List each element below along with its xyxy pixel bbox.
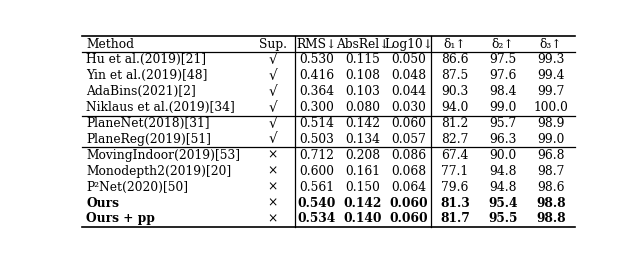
Text: Niklaus et al.(2019)[34]: Niklaus et al.(2019)[34]	[86, 101, 235, 114]
Text: 99.4: 99.4	[537, 69, 564, 82]
Text: Ours: Ours	[86, 197, 120, 210]
Text: 0.030: 0.030	[391, 101, 426, 114]
Text: 98.6: 98.6	[537, 181, 564, 194]
Text: MovingIndoor(2019)[53]: MovingIndoor(2019)[53]	[86, 149, 241, 162]
Text: 0.600: 0.600	[300, 165, 334, 178]
Text: ×: ×	[268, 181, 278, 194]
Text: 0.140: 0.140	[344, 212, 382, 226]
Text: 0.050: 0.050	[391, 53, 426, 66]
Text: 0.364: 0.364	[299, 85, 334, 98]
Text: 0.416: 0.416	[299, 69, 334, 82]
Text: 81.7: 81.7	[440, 212, 470, 226]
Text: 0.108: 0.108	[345, 69, 380, 82]
Text: δ₂↑: δ₂↑	[492, 38, 515, 51]
Text: 90.3: 90.3	[442, 85, 468, 98]
Text: 98.8: 98.8	[536, 212, 566, 226]
Text: Sup.: Sup.	[259, 38, 287, 51]
Text: √: √	[268, 117, 277, 131]
Text: 0.712: 0.712	[300, 149, 334, 162]
Text: 86.6: 86.6	[441, 53, 468, 66]
Text: 0.064: 0.064	[391, 181, 426, 194]
Text: AbsRel↓: AbsRel↓	[336, 38, 389, 51]
Text: 95.4: 95.4	[488, 197, 518, 210]
Text: 0.503: 0.503	[300, 133, 334, 146]
Text: 100.0: 100.0	[534, 101, 568, 114]
Text: 0.530: 0.530	[300, 53, 334, 66]
Text: 87.5: 87.5	[442, 69, 468, 82]
Text: Method: Method	[86, 38, 134, 51]
Text: √: √	[268, 101, 277, 115]
Text: AdaBins(2021)[2]: AdaBins(2021)[2]	[86, 85, 196, 98]
Text: 0.057: 0.057	[391, 133, 426, 146]
Text: √: √	[268, 53, 277, 67]
Text: √: √	[268, 132, 277, 146]
Text: Log10↓: Log10↓	[384, 38, 433, 51]
Text: 0.540: 0.540	[298, 197, 336, 210]
Text: δ₃↑: δ₃↑	[540, 38, 563, 51]
Text: P²Net(2020)[50]: P²Net(2020)[50]	[86, 181, 188, 194]
Text: 0.060: 0.060	[391, 117, 426, 130]
Text: 96.3: 96.3	[490, 133, 516, 146]
Text: 95.7: 95.7	[490, 117, 516, 130]
Text: 96.8: 96.8	[537, 149, 564, 162]
Text: 0.115: 0.115	[345, 53, 380, 66]
Text: 0.161: 0.161	[345, 165, 380, 178]
Text: 98.8: 98.8	[536, 197, 566, 210]
Text: 0.142: 0.142	[345, 117, 380, 130]
Text: 99.0: 99.0	[538, 133, 564, 146]
Text: Hu et al.(2019)[21]: Hu et al.(2019)[21]	[86, 53, 207, 66]
Text: 0.060: 0.060	[390, 212, 428, 226]
Text: 0.060: 0.060	[390, 197, 428, 210]
Text: ×: ×	[268, 149, 278, 162]
Text: 0.103: 0.103	[345, 85, 380, 98]
Text: 0.086: 0.086	[391, 149, 426, 162]
Text: 0.044: 0.044	[391, 85, 426, 98]
Text: Ours + pp: Ours + pp	[86, 212, 156, 226]
Text: 0.134: 0.134	[345, 133, 380, 146]
Text: RMS↓: RMS↓	[296, 38, 337, 51]
Text: 94.0: 94.0	[441, 101, 468, 114]
Text: 94.8: 94.8	[489, 165, 516, 178]
Text: 82.7: 82.7	[441, 133, 468, 146]
Text: 0.561: 0.561	[300, 181, 334, 194]
Text: Yin et al.(2019)[48]: Yin et al.(2019)[48]	[86, 69, 208, 82]
Text: 0.514: 0.514	[300, 117, 334, 130]
Text: Monodepth2(2019)[20]: Monodepth2(2019)[20]	[86, 165, 232, 178]
Text: 97.5: 97.5	[490, 53, 516, 66]
Text: 94.8: 94.8	[489, 181, 516, 194]
Text: 0.068: 0.068	[391, 165, 426, 178]
Text: 77.1: 77.1	[442, 165, 468, 178]
Text: 99.3: 99.3	[538, 53, 564, 66]
Text: 0.300: 0.300	[300, 101, 334, 114]
Text: 95.5: 95.5	[488, 212, 518, 226]
Text: 0.534: 0.534	[298, 212, 336, 226]
Text: 98.7: 98.7	[538, 165, 564, 178]
Text: 79.6: 79.6	[441, 181, 468, 194]
Text: ×: ×	[268, 165, 278, 178]
Text: 81.3: 81.3	[440, 197, 470, 210]
Text: 81.2: 81.2	[441, 117, 468, 130]
Text: 98.4: 98.4	[489, 85, 516, 98]
Text: PlaneReg(2019)[51]: PlaneReg(2019)[51]	[86, 133, 211, 146]
Text: 90.0: 90.0	[490, 149, 516, 162]
Text: 67.4: 67.4	[441, 149, 468, 162]
Text: ×: ×	[268, 197, 278, 210]
Text: 0.048: 0.048	[391, 69, 426, 82]
Text: PlaneNet(2018)[31]: PlaneNet(2018)[31]	[86, 117, 210, 130]
Text: √: √	[268, 69, 277, 83]
Text: δ₁↑: δ₁↑	[444, 38, 466, 51]
Text: 0.080: 0.080	[345, 101, 380, 114]
Text: 0.208: 0.208	[345, 149, 380, 162]
Text: 99.0: 99.0	[490, 101, 516, 114]
Text: 99.7: 99.7	[538, 85, 564, 98]
Text: 97.6: 97.6	[490, 69, 516, 82]
Text: ×: ×	[268, 212, 278, 226]
Text: √: √	[268, 85, 277, 99]
Text: 98.9: 98.9	[537, 117, 564, 130]
Text: 0.142: 0.142	[344, 197, 382, 210]
Text: 0.150: 0.150	[345, 181, 380, 194]
